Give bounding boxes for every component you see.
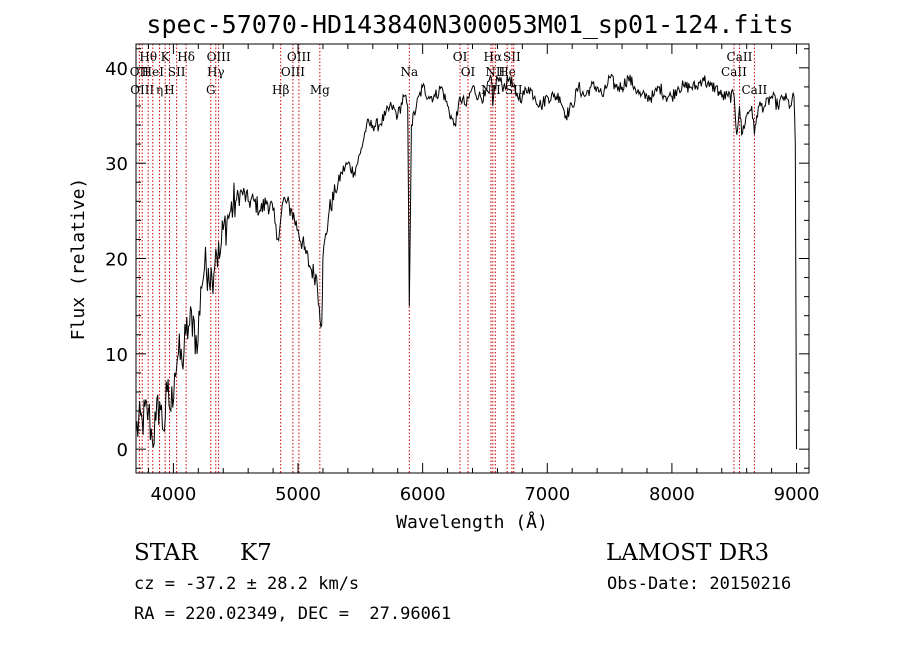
line-marker-label: SII	[503, 50, 521, 64]
chart-title: spec-57070-HD143840N300053M01_sp01-124.f…	[146, 10, 793, 39]
y-tick-label: 20	[105, 250, 128, 271]
survey-name: LAMOST DR3	[606, 540, 770, 566]
redshift-readout: cz = -37.2 ± 28.2 km/s	[134, 574, 360, 594]
x-tick-label: 6000	[400, 484, 446, 505]
object-class: STAR	[134, 540, 198, 566]
line-marker-label: CaII	[727, 50, 753, 64]
line-marker-label: Hβ	[272, 83, 289, 97]
line-marker-label: OI	[453, 50, 468, 64]
line-marker-label: HeI	[142, 65, 165, 79]
line-marker-label: Hα	[484, 50, 503, 64]
spectrum-line	[135, 73, 797, 450]
line-marker-label: Mg	[310, 83, 330, 97]
line-markers: OIIOIIIHθHeIηKHSIIHδGHγOIIIHβOIIIOIIIMgN…	[130, 44, 768, 473]
coordinates-readout: RA = 220.02349, DEC = 27.96061	[134, 604, 452, 624]
line-marker-label: SII	[168, 65, 186, 79]
line-marker-label: Hδ	[177, 50, 195, 64]
line-marker-label: G	[206, 83, 216, 97]
line-marker-label: OII	[130, 65, 150, 79]
line-marker-label: OIII	[281, 65, 305, 79]
line-marker-label: η	[156, 83, 163, 97]
x-tick-label: 4000	[150, 484, 196, 505]
y-axis-label: Flux (relative)	[68, 178, 89, 341]
spectrum-series	[135, 73, 797, 450]
y-tick-label: 30	[105, 154, 128, 175]
line-marker-label: K	[161, 50, 171, 64]
observation-date: Obs-Date: 20150216	[607, 574, 792, 594]
object-subclass: K7	[240, 540, 272, 566]
x-tick-label: 7000	[524, 484, 570, 505]
y-tick-label: 10	[105, 345, 128, 366]
line-marker-label: Hθ	[139, 50, 157, 64]
plot-frame	[135, 43, 810, 474]
line-marker-label: CaII	[741, 83, 767, 97]
line-marker-label: CaII	[721, 65, 747, 79]
x-tick-label: 5000	[275, 484, 321, 505]
line-marker-label: OIII	[287, 50, 311, 64]
x-axis-label: Wavelength (Å)	[396, 511, 548, 533]
y-tick-label: 40	[105, 59, 128, 80]
line-marker-label: OI	[461, 65, 476, 79]
line-marker-label: H	[164, 83, 174, 97]
y-tick-label: 0	[117, 440, 128, 461]
axis-ticks: 4000 5000 6000 7000 8000 9000 0 10 20 30 40	[105, 44, 819, 505]
line-marker-label: Hγ	[207, 65, 225, 79]
line-marker-label: Na	[400, 65, 418, 79]
x-tick-label: 8000	[649, 484, 695, 505]
x-tick-label: 9000	[774, 484, 820, 505]
line-marker-label: OIII	[130, 83, 154, 97]
line-marker-label: OIII	[207, 50, 231, 64]
line-marker-label: SII	[505, 83, 523, 97]
